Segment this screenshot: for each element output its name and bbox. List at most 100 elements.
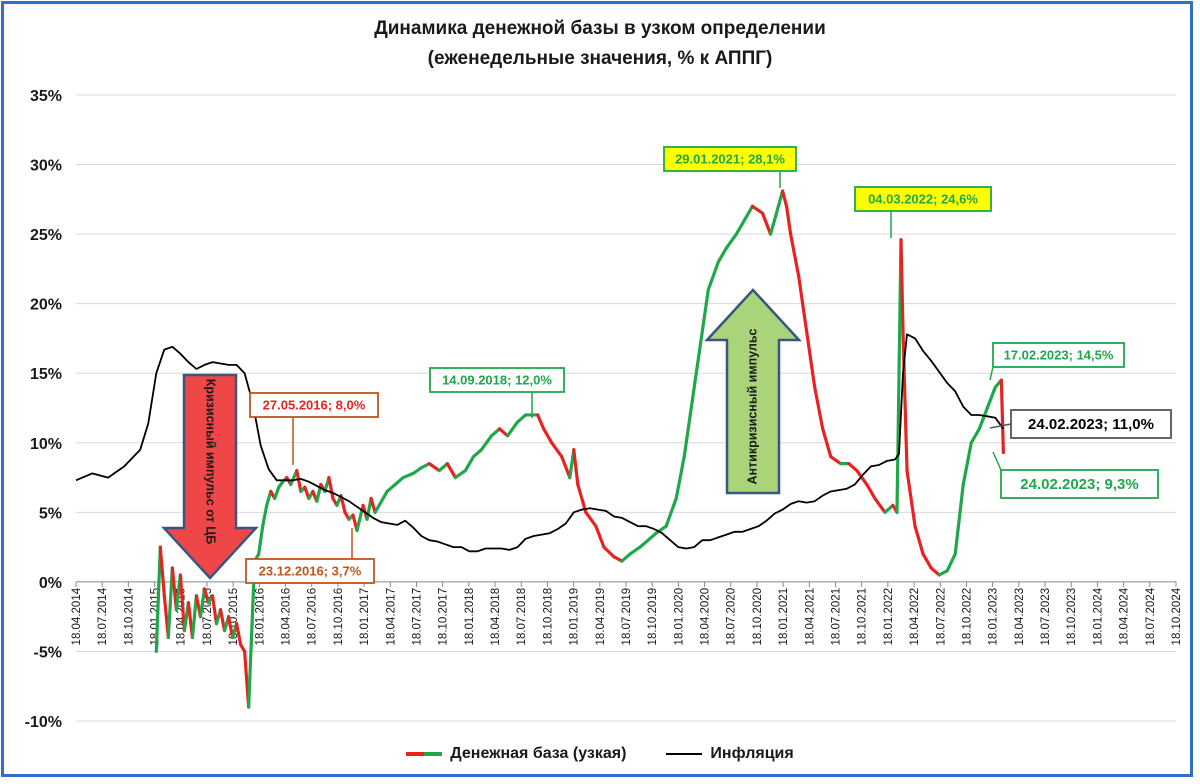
annotation-leader: [989, 423, 1012, 429]
money-base-segment: [198, 587, 207, 619]
x-tick-label: 18.07.2024: [1145, 587, 1157, 645]
money-base-segment: [550, 441, 564, 459]
x-tick-label: 18.04.2020: [700, 588, 712, 646]
x-tick-label: 18.10.2020: [752, 588, 764, 646]
crisis-impulse-arrow-label: Кризисный импульс от ЦБ: [204, 379, 218, 545]
annotation-box: [245, 558, 375, 584]
x-tick-label: 18.04.2023: [1014, 588, 1026, 646]
annotation-callout: 23.12.2016; 3,7%: [245, 528, 375, 584]
x-tick-label: 18.07.2016: [307, 588, 319, 646]
money-base-segment: [805, 329, 817, 389]
money-base-segment: [883, 503, 895, 514]
money-base-segment: [865, 482, 877, 501]
money-base-segment: [411, 466, 423, 475]
y-tick-label: 35%: [30, 88, 62, 105]
money-base-segment: [479, 434, 494, 452]
money-base-segment: [873, 496, 887, 514]
x-tick-label: 18.01.2019: [569, 588, 581, 646]
x-tick-label: 18.07.2022: [935, 588, 947, 646]
money-base-segment: [327, 475, 335, 501]
annotation-text: 17.02.2023; 14,5%: [1004, 347, 1114, 362]
money-base-segment: [999, 378, 1005, 455]
legend-item-money-base: Денежная база (узкая): [406, 745, 626, 763]
x-tick-label: 18.07.2020: [726, 588, 738, 646]
x-tick-label: 18.04.2017: [385, 588, 397, 646]
x-tick-label: 18.01.2024: [1092, 587, 1104, 645]
money-base-segment: [427, 462, 441, 473]
money-base-segment: [780, 189, 789, 208]
x-tick-label: 18.07.2018: [516, 588, 528, 646]
legend-swatch-money-base: [406, 752, 443, 756]
money-base-segment: [265, 489, 273, 507]
money-base-segment: [716, 246, 728, 264]
money-base-segment: [295, 469, 303, 494]
money-base-segment: [463, 455, 476, 473]
annotation-callout: 04.03.2022; 24,6%: [854, 186, 992, 238]
anticrisis-impulse-arrow-label: Антикризисный импульс: [745, 328, 759, 484]
annotation-callout: 14.09.2018; 12,0%: [429, 367, 565, 418]
anticrisis-impulse-arrow-shape: [704, 288, 802, 495]
annotation-text: 04.03.2022; 24,6%: [868, 191, 978, 206]
annotation-leader: [989, 366, 994, 381]
money-base-segment: [913, 524, 925, 556]
legend: Денежная база (узкая) Инфляция: [0, 745, 1200, 763]
money-base-segment: [234, 622, 243, 647]
money-base-segment: [847, 462, 859, 473]
x-tick-label: 18.01.2021: [778, 588, 790, 646]
annotation-callout: 29.01.2021; 28,1%: [663, 146, 797, 188]
money-base-segment: [750, 204, 765, 215]
money-base-segment: [453, 469, 468, 480]
money-base-segment: [724, 232, 739, 250]
annotation-box: [1010, 409, 1172, 439]
chart-subtitle: (еженедельные значения, % к АППГ): [427, 48, 773, 69]
annotation-callout: 17.02.2023; 14,5%: [989, 342, 1125, 381]
legend-item-inflation: Инфляция: [666, 745, 794, 763]
money-base-segment: [261, 503, 269, 528]
annotation-box: [663, 146, 797, 172]
money-base-segment: [654, 524, 668, 535]
y-tick-label: 25%: [30, 227, 62, 244]
series-lines: [75, 189, 1005, 709]
money-base-segment: [218, 608, 227, 633]
money-base-segment: [369, 496, 377, 514]
y-tick-label: 30%: [30, 158, 62, 175]
annotation-text: 27.05.2016; 8,0%: [263, 397, 366, 412]
money-base-segment: [489, 427, 502, 438]
legend-swatch-inflation: [666, 753, 703, 755]
money-base-segment: [855, 469, 869, 487]
x-tick-label: 18.01.2023: [988, 588, 1000, 646]
annotation-callout: 24.02.2023; 9,3%: [992, 451, 1159, 499]
y-tick-label: -10%: [25, 714, 62, 731]
annotations: 27.05.2016; 8,0% 23.12.2016; 3,7% 14.09.20…: [245, 146, 1172, 584]
x-tick-label: 18.04.2019: [595, 588, 607, 646]
y-axis-ticks: 35% 30% 25% 20% 15% 10% 5% 0% -5% -10%: [25, 88, 62, 731]
annotation-box: [1000, 469, 1159, 499]
money-base-segment: [437, 462, 449, 473]
annotation-callout: 27.05.2016; 8,0%: [249, 392, 379, 465]
money-base-segment: [985, 385, 997, 410]
money-base-segment: [682, 399, 694, 459]
money-base-segment: [190, 594, 199, 640]
money-base-segment: [788, 232, 801, 278]
x-tick-label: 18.10.2024: [1171, 587, 1183, 645]
x-tick-label: 18.01.2018: [464, 588, 476, 646]
money-base-segment: [226, 615, 235, 640]
money-base-segment: [768, 218, 777, 236]
money-base-segment: [895, 238, 903, 514]
money-base-segment: [797, 274, 809, 334]
money-base-segment: [772, 189, 785, 222]
money-base-segment: [576, 482, 588, 514]
money-base-segment: [516, 413, 528, 424]
money-base-segment: [905, 469, 917, 528]
money-base-segment: [969, 427, 981, 445]
x-axis-ticks: 18.04.2014 18.07.2014 18.10.2014 18.01.2015…: [71, 581, 1183, 646]
x-tick-label: 18.04.2016: [281, 588, 293, 646]
money-base-segment: [536, 413, 546, 431]
y-tick-label: 10%: [30, 436, 62, 453]
x-tick-label: 18.10.2022: [961, 588, 973, 646]
money-base-segment: [339, 494, 347, 514]
annotation-text: 14.09.2018; 12,0%: [442, 372, 552, 387]
money-base-segment: [385, 482, 397, 494]
annotation-callout: 24.02.2023; 11,0%: [989, 409, 1172, 439]
annotation-text: 24.02.2023; 11,0%: [1028, 416, 1154, 433]
